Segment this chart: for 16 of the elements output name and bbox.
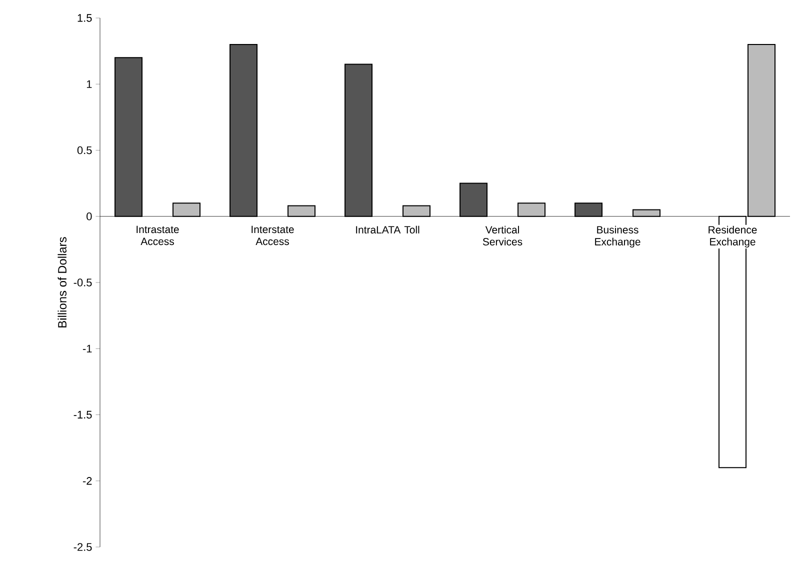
y-tick-label: -0.5 (74, 278, 92, 286)
x-tick-label: Intrastate Access (136, 226, 179, 246)
x-tick-label: Residence Exchange (708, 226, 757, 248)
y-tick-label: -1.5 (74, 410, 92, 419)
y-tick-label: -1 (82, 344, 92, 352)
y-tick-label: 1.5 (78, 14, 92, 22)
y-axis-title: Billions of Dollars (58, 237, 66, 328)
y-tick-label: 1 (86, 80, 92, 88)
y-tick-label: -2.5 (74, 543, 92, 551)
x-tick-label: Business Exchange (595, 226, 640, 248)
y-tick-label: 0.5 (77, 146, 92, 154)
x-tick-label: Vertical Services (482, 226, 522, 246)
y-tick-label: -2 (82, 477, 92, 485)
y-tick-label: 0 (86, 212, 92, 220)
x-tick-label: Interstate Access (252, 226, 294, 246)
x-tick-label: IntraLATA Toll (356, 226, 420, 234)
